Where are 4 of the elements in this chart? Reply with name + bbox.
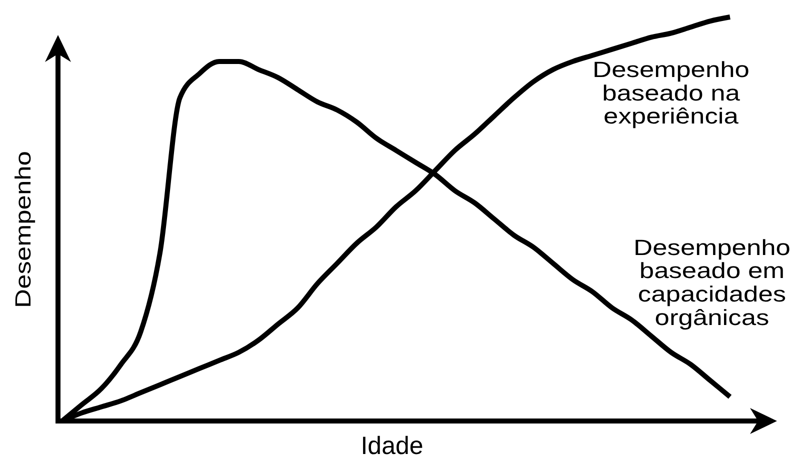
series-label: Desempenho baseado em capacidades orgânicas <box>634 236 790 330</box>
y-axis-title: Desempenho <box>11 151 36 308</box>
series-label: Desempenho baseado na experiência <box>592 58 750 130</box>
x-axis-title: Idade <box>360 432 424 459</box>
